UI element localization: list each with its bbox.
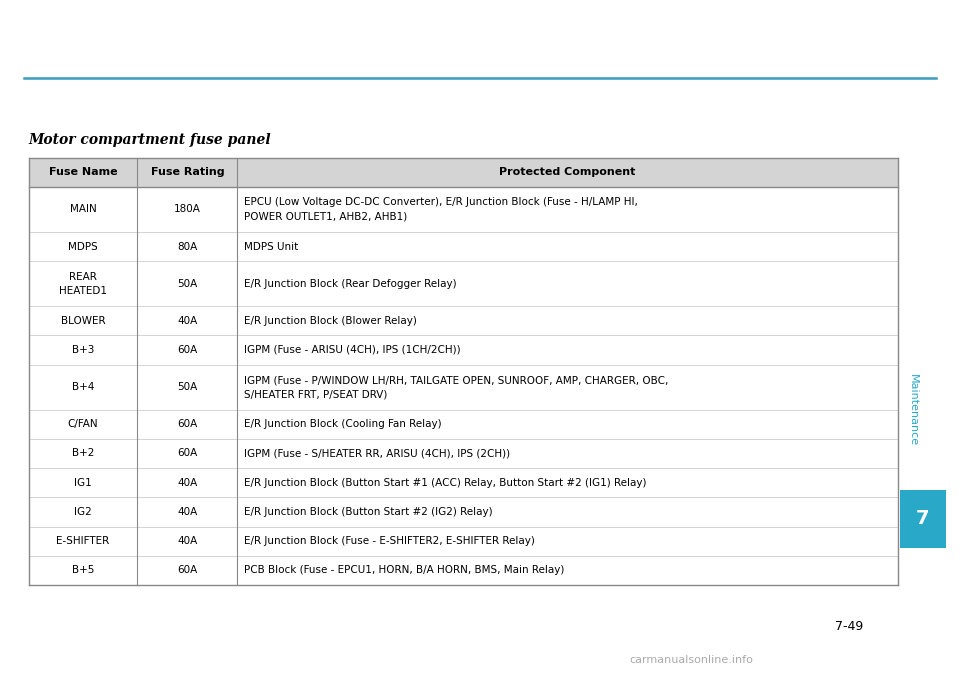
- Text: 180A: 180A: [174, 205, 201, 214]
- Text: B+2: B+2: [72, 449, 94, 458]
- Text: BLOWER: BLOWER: [60, 316, 106, 326]
- Text: E-SHIFTER: E-SHIFTER: [57, 536, 109, 546]
- Text: MDPS Unit: MDPS Unit: [244, 242, 299, 251]
- Text: Maintenance: Maintenance: [908, 374, 918, 446]
- Text: E/R Junction Block (Button Start #2 (IG2) Relay): E/R Junction Block (Button Start #2 (IG2…: [244, 507, 492, 517]
- Text: IG2: IG2: [74, 507, 92, 517]
- Text: C/FAN: C/FAN: [68, 419, 99, 429]
- Text: Fuse Name: Fuse Name: [49, 167, 117, 178]
- Text: B+4: B+4: [72, 382, 94, 392]
- Text: IGPM (Fuse - S/HEATER RR, ARISU (4CH), IPS (2CH)): IGPM (Fuse - S/HEATER RR, ARISU (4CH), I…: [244, 449, 510, 458]
- Text: IGPM (Fuse - P/WINDOW LH/RH, TAILGATE OPEN, SUNROOF, AMP, CHARGER, OBC,
S/HEATER: IGPM (Fuse - P/WINDOW LH/RH, TAILGATE OP…: [244, 375, 668, 399]
- Text: 40A: 40A: [178, 477, 198, 488]
- Text: Fuse Rating: Fuse Rating: [151, 167, 225, 178]
- Text: E/R Junction Block (Button Start #1 (ACC) Relay, Button Start #2 (IG1) Relay): E/R Junction Block (Button Start #1 (ACC…: [244, 477, 646, 488]
- Text: E/R Junction Block (Cooling Fan Relay): E/R Junction Block (Cooling Fan Relay): [244, 419, 442, 429]
- Text: E/R Junction Block (Rear Defogger Relay): E/R Junction Block (Rear Defogger Relay): [244, 278, 457, 289]
- Text: 60A: 60A: [178, 566, 198, 575]
- Text: EPCU (Low Voltage DC-DC Converter), E/R Junction Block (Fuse - H/LAMP HI,
POWER : EPCU (Low Voltage DC-DC Converter), E/R …: [244, 198, 637, 221]
- Text: 60A: 60A: [178, 419, 198, 429]
- Text: 7: 7: [916, 509, 929, 528]
- Text: 50A: 50A: [178, 382, 198, 392]
- Text: MDPS: MDPS: [68, 242, 98, 251]
- Text: 80A: 80A: [178, 242, 198, 251]
- Text: REAR
HEATED1: REAR HEATED1: [60, 271, 108, 296]
- Text: carmanualsonline.info: carmanualsonline.info: [629, 655, 754, 665]
- Text: IGPM (Fuse - ARISU (4CH), IPS (1CH/2CH)): IGPM (Fuse - ARISU (4CH), IPS (1CH/2CH)): [244, 345, 461, 355]
- Text: 40A: 40A: [178, 536, 198, 546]
- Text: B+3: B+3: [72, 345, 94, 355]
- Text: 7-49: 7-49: [835, 621, 864, 633]
- Text: 40A: 40A: [178, 507, 198, 517]
- Text: Protected Component: Protected Component: [499, 167, 636, 178]
- Text: 50A: 50A: [178, 278, 198, 289]
- Text: 60A: 60A: [178, 345, 198, 355]
- Text: B+5: B+5: [72, 566, 94, 575]
- Text: 60A: 60A: [178, 449, 198, 458]
- Text: MAIN: MAIN: [70, 205, 96, 214]
- Text: E/R Junction Block (Fuse - E-SHIFTER2, E-SHIFTER Relay): E/R Junction Block (Fuse - E-SHIFTER2, E…: [244, 536, 535, 546]
- Text: IG1: IG1: [74, 477, 92, 488]
- Text: PCB Block (Fuse - EPCU1, HORN, B/A HORN, BMS, Main Relay): PCB Block (Fuse - EPCU1, HORN, B/A HORN,…: [244, 566, 564, 575]
- Text: 40A: 40A: [178, 316, 198, 326]
- Text: E/R Junction Block (Blower Relay): E/R Junction Block (Blower Relay): [244, 316, 417, 326]
- Text: Motor compartment fuse panel: Motor compartment fuse panel: [29, 133, 272, 147]
